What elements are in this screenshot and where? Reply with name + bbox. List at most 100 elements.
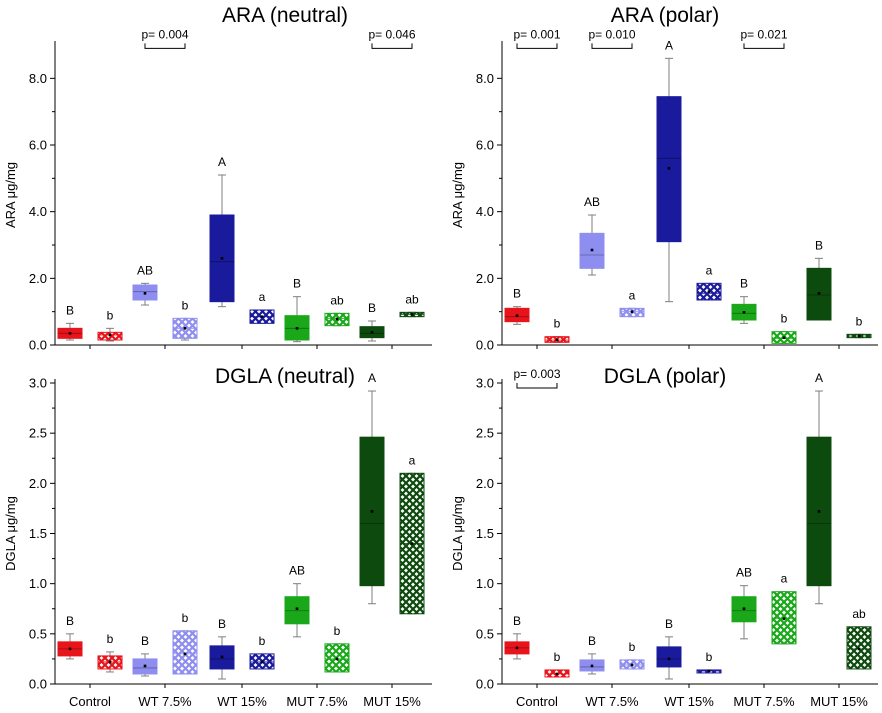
box-hatched: [619, 659, 645, 670]
box-hatched: [172, 317, 198, 341]
x-tick-label: WT 15%: [217, 694, 267, 709]
significance-letter: A: [665, 38, 673, 52]
significance-letter: AB: [584, 195, 600, 209]
box-iqr: [172, 630, 198, 675]
mean-marker: [295, 327, 299, 330]
bracket-line: [144, 43, 186, 49]
mean-marker: [590, 248, 594, 252]
mean-marker: [143, 664, 147, 668]
mean-marker: [143, 292, 147, 295]
mean-marker: [782, 336, 786, 339]
mean-marker: [667, 167, 671, 170]
y-axis-label: ARA μg/mg: [3, 162, 18, 228]
significance-letter: B: [218, 617, 226, 631]
mean-marker: [817, 510, 821, 513]
y-tick-label: 6.0: [476, 138, 494, 153]
box-hatched: [619, 307, 645, 318]
significance-letter: B: [740, 277, 748, 291]
significance-letter: B: [513, 614, 521, 628]
mean-marker: [260, 660, 264, 664]
box-iqr: [284, 596, 310, 625]
mean-marker: [183, 327, 187, 330]
x-tick-label: WT 15%: [664, 694, 714, 709]
significance-letter: B: [293, 277, 301, 291]
x-tick-label: Control: [516, 694, 558, 709]
box-solid: [284, 296, 310, 343]
box-solid: [209, 174, 235, 308]
mean-marker: [410, 542, 414, 545]
box-hatched: [172, 630, 198, 675]
significance-letter: b: [554, 650, 561, 664]
y-tick-label: 2.0: [29, 271, 47, 286]
box-solid: [504, 306, 530, 325]
y-tick-label: 8.0: [476, 71, 494, 86]
y-tick-label: 4.0: [29, 204, 47, 219]
significance-letter: b: [107, 632, 114, 646]
box-hatched: [249, 309, 275, 324]
box-hatched: [544, 669, 570, 678]
mean-marker: [742, 311, 746, 314]
p-value-label: p= 0.004: [141, 27, 188, 41]
chart-title: ARA (neutral): [222, 4, 348, 27]
box-hatched: [544, 336, 570, 343]
significance-letter: B: [513, 287, 521, 301]
p-value-bracket: p= 0.003: [513, 367, 561, 389]
box-solid: [504, 633, 530, 660]
mean-marker: [260, 315, 264, 318]
mean-marker: [515, 314, 519, 317]
mean-marker: [183, 652, 187, 656]
y-tick-label: 1.5: [29, 526, 47, 541]
mean-marker: [630, 663, 634, 667]
bracket-line: [591, 43, 633, 49]
x-tick-label: MUT 7.5%: [733, 694, 795, 709]
box-hatched: [324, 312, 350, 327]
x-tick-label: Control: [69, 694, 111, 709]
significance-letter: b: [706, 650, 713, 664]
box-iqr: [579, 232, 605, 269]
significance-letter: b: [107, 308, 114, 322]
box-solid: [359, 320, 385, 342]
mean-marker: [68, 332, 72, 335]
y-axis-label: DGLA μg/mg: [3, 496, 18, 571]
mean-marker: [220, 655, 224, 659]
box-hatched: [846, 626, 872, 670]
box-solid: [284, 583, 310, 638]
significance-letter: B: [368, 301, 376, 315]
mean-marker: [370, 510, 374, 513]
significance-letter: b: [182, 298, 189, 312]
significance-letter: a: [629, 288, 636, 302]
significance-letter: A: [218, 155, 226, 169]
mean-marker: [630, 310, 634, 313]
mean-marker: [295, 607, 299, 611]
box-hatched: [771, 331, 797, 344]
box-solid: [806, 390, 832, 605]
chart-title: DGLA (polar): [604, 365, 727, 388]
significance-letter: AB: [736, 566, 752, 580]
y-tick-label: 4.0: [476, 204, 494, 219]
y-tick-label: 8.0: [29, 71, 47, 86]
box-iqr: [656, 646, 682, 668]
significance-letter: A: [815, 371, 823, 385]
significance-letter: b: [781, 312, 788, 326]
x-tick-label: WT 7.5%: [585, 694, 639, 709]
box-solid: [57, 633, 83, 660]
box-hatched: [249, 653, 275, 670]
box-hatched: [696, 669, 722, 674]
bracket-line: [371, 43, 413, 49]
significance-letter: A: [368, 371, 376, 385]
box-hatched: [97, 327, 123, 342]
bracket-line: [516, 43, 558, 49]
y-tick-label: 2.5: [29, 426, 47, 441]
box-hatched: [97, 651, 123, 673]
significance-letter: B: [815, 238, 823, 252]
significance-letter: b: [259, 634, 266, 648]
p-value-bracket: p= 0.001: [513, 27, 561, 49]
bracket-line: [516, 383, 558, 389]
p-value-label: p= 0.021: [740, 27, 787, 41]
y-tick-label: 0.0: [476, 677, 494, 692]
significance-letter: ab: [330, 293, 344, 307]
box-solid: [579, 653, 605, 675]
mean-marker: [707, 669, 711, 673]
y-tick-label: 2.0: [29, 476, 47, 491]
significance-letter: B: [665, 617, 673, 631]
